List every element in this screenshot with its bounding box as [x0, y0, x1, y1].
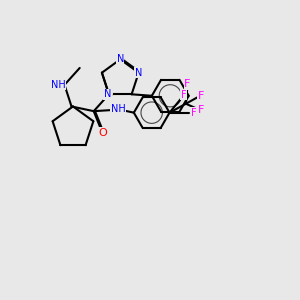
Text: NH: NH — [51, 80, 65, 90]
Text: N: N — [117, 54, 124, 64]
Text: N: N — [135, 68, 142, 78]
Text: F: F — [198, 91, 204, 101]
Text: N: N — [105, 89, 112, 99]
Text: O: O — [98, 128, 107, 138]
Text: F: F — [198, 105, 204, 115]
Text: F: F — [181, 90, 186, 100]
Text: N: N — [104, 89, 111, 99]
Text: F: F — [184, 80, 190, 89]
Text: NH: NH — [111, 104, 125, 114]
Text: F: F — [191, 108, 197, 118]
Text: S: S — [105, 89, 112, 99]
